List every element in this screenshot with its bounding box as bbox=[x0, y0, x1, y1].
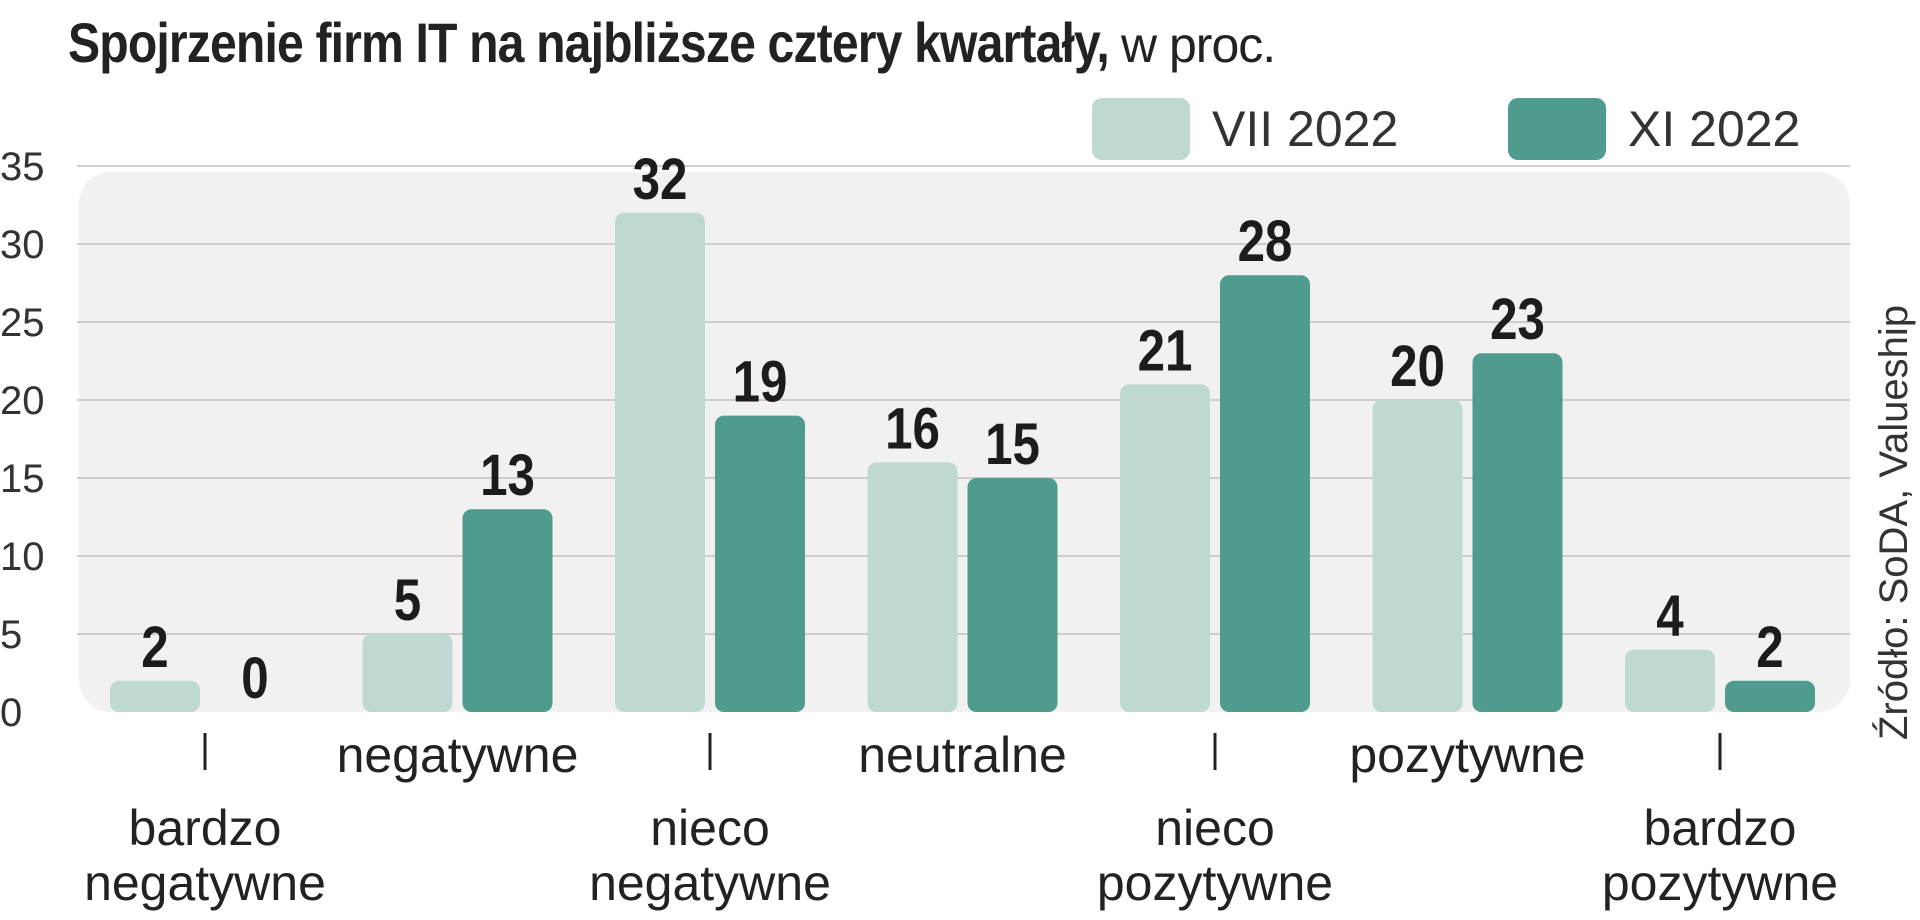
data-label: 2 bbox=[141, 615, 168, 680]
bar bbox=[867, 462, 958, 712]
bar bbox=[1372, 400, 1463, 712]
category-label: negatywne bbox=[589, 855, 831, 911]
category-label: nieco bbox=[1155, 800, 1275, 856]
data-label: 23 bbox=[1490, 287, 1545, 352]
category-label: pozytywne bbox=[1097, 855, 1333, 911]
legend-item-xi-2022: XI 2022 bbox=[1508, 98, 1800, 160]
data-label: 13 bbox=[480, 443, 535, 508]
bar bbox=[1220, 275, 1310, 712]
bar bbox=[1472, 353, 1563, 712]
data-label: 4 bbox=[1656, 584, 1683, 649]
y-tick-label: 25 bbox=[0, 301, 45, 345]
legend-label: XI 2022 bbox=[1628, 101, 1801, 157]
data-label: 21 bbox=[1138, 319, 1193, 384]
y-tick-label: 30 bbox=[0, 223, 45, 267]
data-label: 19 bbox=[733, 350, 788, 415]
data-label: 32 bbox=[633, 147, 688, 212]
bar bbox=[362, 634, 453, 712]
y-tick-label: 15 bbox=[0, 457, 45, 501]
chart-title: Spojrzenie firm IT na najbliższe cztery … bbox=[68, 10, 1276, 75]
category-label: nieco bbox=[650, 800, 770, 856]
legend-swatch bbox=[1508, 98, 1606, 160]
bar bbox=[110, 680, 200, 712]
plot-panel bbox=[79, 172, 1850, 712]
bar bbox=[1120, 384, 1210, 712]
title-text: Spojrzenie firm IT na najbliższe cztery … bbox=[68, 11, 1110, 74]
data-label: 28 bbox=[1238, 209, 1293, 274]
category-label: negatywne bbox=[337, 727, 579, 783]
bar bbox=[615, 212, 705, 713]
unit-text: w proc. bbox=[1120, 17, 1276, 73]
y-tick-label: 0 bbox=[0, 691, 22, 735]
data-label: 20 bbox=[1390, 334, 1445, 399]
legend-label: VII 2022 bbox=[1212, 101, 1399, 157]
category-label: pozytywne bbox=[1602, 855, 1838, 911]
y-tick-label: 10 bbox=[0, 535, 45, 579]
category-label: bardzo bbox=[1644, 800, 1797, 856]
data-label: 5 bbox=[394, 568, 421, 633]
data-label: 15 bbox=[985, 412, 1040, 477]
y-tick-label: 35 bbox=[0, 145, 45, 189]
y-tick-label: 5 bbox=[0, 613, 22, 657]
y-tick-label: 20 bbox=[0, 379, 45, 423]
bar bbox=[1725, 680, 1815, 712]
legend-item-vii-2022: VII 2022 bbox=[1092, 98, 1398, 160]
data-label: 16 bbox=[885, 397, 940, 462]
category-label: negatywne bbox=[84, 855, 326, 911]
category-label: neutralne bbox=[858, 727, 1067, 783]
bar bbox=[462, 509, 553, 712]
data-label: 2 bbox=[1756, 615, 1783, 680]
bar bbox=[1625, 649, 1715, 712]
legend-swatch bbox=[1092, 98, 1190, 160]
category-label: pozytywne bbox=[1349, 727, 1585, 783]
data-label: 0 bbox=[241, 646, 268, 711]
bar bbox=[967, 478, 1058, 712]
category-label: bardzo bbox=[129, 800, 282, 856]
bar bbox=[715, 415, 805, 712]
